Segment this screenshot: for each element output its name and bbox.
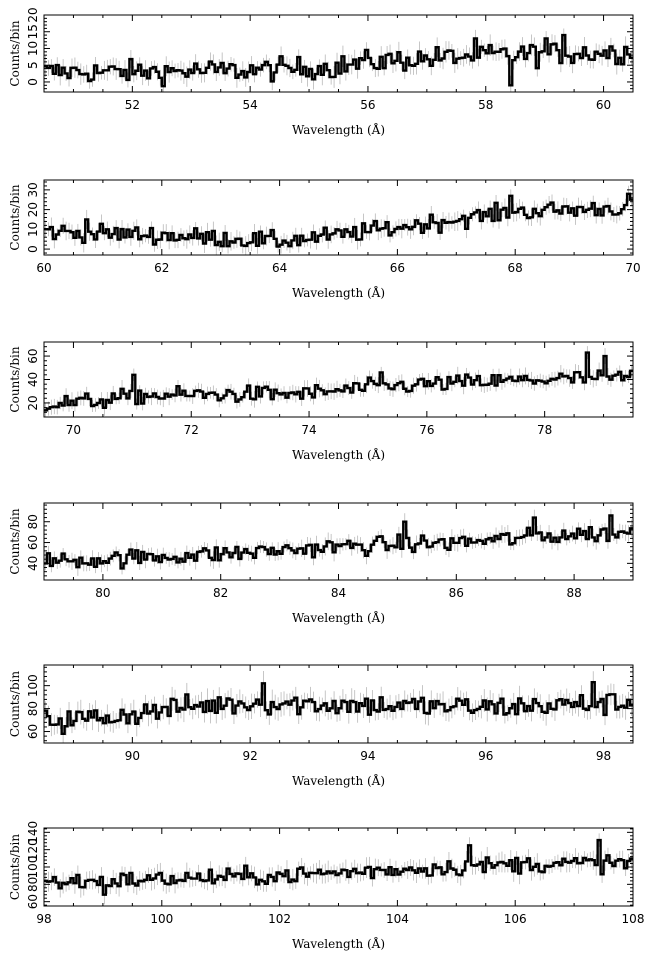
x-tick-label: 108 [622,912,645,926]
x-tick-label: 82 [213,586,228,600]
y-tick-label: 80 [26,877,40,892]
error-bars [45,671,632,743]
x-axis-label: Wavelength (Å) [292,122,385,137]
x-tick-label: 92 [243,749,258,763]
x-tick-label: 54 [243,98,258,112]
y-axis-label: Counts/bin [8,671,22,737]
error-bars [45,509,632,576]
x-tick-label: 94 [360,749,375,763]
x-tick-label: 78 [537,423,552,437]
x-tick-label: 58 [478,98,493,112]
plot-area [44,185,633,255]
spectrum-panel-4: 80 82 84 86 88 40 60 80 Wavelength (Å) Counts/bin [8,502,634,625]
y-tick-label: 10 [26,222,40,237]
y-tick-label: 60 [26,348,40,363]
x-tick-label: 100 [150,912,173,926]
plot-area [44,346,633,417]
spectrum-step-line [44,192,633,248]
y-tick-label: 120 [26,838,40,861]
x-tick-label: 60 [596,98,611,112]
x-tick-label: 90 [125,749,140,763]
x-tick-label: 86 [449,586,464,600]
x-tick-label: 64 [272,261,287,275]
x-axis-label: Wavelength (Å) [292,447,385,462]
y-tick-label: 60 [26,724,40,739]
y-tick-label: 140 [26,821,40,844]
x-tick-label: 62 [154,261,169,275]
x-tick-label: 84 [331,586,346,600]
x-axis-label: Wavelength (Å) [292,936,385,951]
y-axis-label: Counts/bin [8,184,22,250]
axes-frame [43,664,634,744]
plot-area [44,509,633,576]
x-axis-label: Wavelength (Å) [292,610,385,625]
spectrum-panel-3: 70 72 74 76 78 20 40 60 Wavelength (Å) Counts/bin [8,341,634,462]
spectrum-panel-6: 98 100 102 104 106 1086080100120140Wavelength… [8,821,644,951]
y-tick-label: 60 [26,535,40,550]
x-tick-label: 98 [36,912,51,926]
x-tick-label: 88 [566,586,581,600]
axes-frame [43,179,634,256]
y-tick-label: 40 [26,372,40,387]
x-tick-label: 72 [184,423,199,437]
y-tick-label: 60 [26,894,40,909]
y-tick-label: 80 [26,514,40,529]
x-tick-label: 52 [125,98,140,112]
spectrum-step-line [44,351,633,412]
spectrum-step-line [44,33,633,88]
x-tick-label: 70 [66,423,81,437]
plot-area [44,28,633,92]
y-tick-label: 10 [26,41,40,56]
error-bars [45,185,632,255]
y-axis-label: Counts/bin [8,20,22,86]
y-axis-label: Counts/bin [8,508,22,574]
y-tick-label: 20 [26,202,40,217]
y-tick-label: 20 [26,7,40,22]
y-tick-label: 0 [26,78,40,86]
y-tick-label: 0 [26,245,40,253]
spectrum-panel-2: 60 62 64 66 68 70 0 10 20 30 Wavelength (Å) Counts/… [8,179,641,300]
plot-area [44,671,633,743]
x-tick-label: 80 [95,586,110,600]
y-tick-label: 40 [26,556,40,571]
x-tick-label: 96 [478,749,493,763]
x-tick-label: 76 [419,423,434,437]
y-tick-label: 5 [26,61,40,69]
spectrum-panel-5: 90 92 94 96 98 60 80 100 Wavelength (Å) Counts/bi… [8,664,634,788]
y-axis-label: Counts/bin [8,346,22,412]
y-tick-label: 80 [26,701,40,716]
x-tick-label: 104 [386,912,409,926]
spectrum-step-line [44,514,633,570]
spectrum-step-line [44,838,633,896]
y-axis-label: Counts/bin [8,834,22,900]
x-tick-label: 66 [390,261,405,275]
y-tick-label: 100 [26,856,40,879]
x-tick-label: 56 [360,98,375,112]
plot-area [44,833,633,905]
spectrum-panel-1: 52 54 56 58 60 0 5 10 15 20 Wavelength (Å) Counts/b… [8,7,634,137]
axes-frame [43,502,634,581]
x-axis-label: Wavelength (Å) [292,285,385,300]
x-tick-label: 102 [268,912,291,926]
x-tick-label: 106 [504,912,527,926]
x-tick-label: 60 [36,261,51,275]
y-tick-label: 100 [26,674,40,697]
x-tick-label: 74 [301,423,316,437]
y-tick-label: 15 [26,24,40,39]
x-tick-label: 98 [596,749,611,763]
spectrum-step-line [44,681,633,736]
y-tick-label: 20 [26,395,40,410]
x-tick-label: 70 [625,261,640,275]
x-axis-label: Wavelength (Å) [292,773,385,788]
y-tick-label: 30 [26,182,40,197]
x-tick-label: 68 [508,261,523,275]
axes-frame [43,14,634,93]
